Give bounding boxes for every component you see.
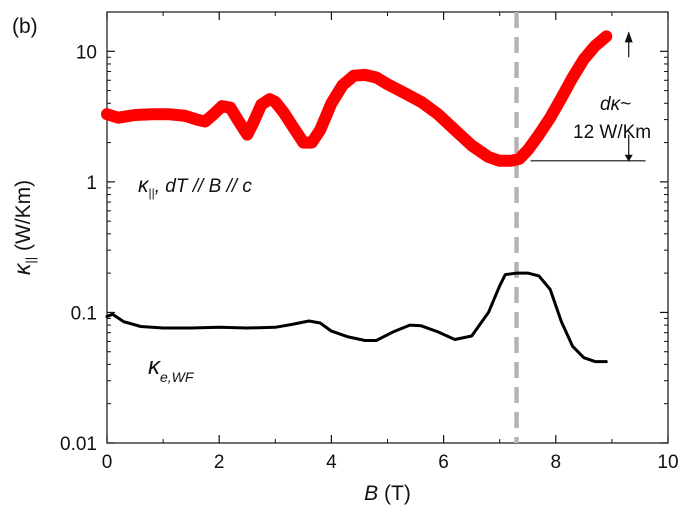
series-kappa-parallel-point [382, 78, 393, 90]
series-kappa-parallel-point [325, 97, 337, 109]
annotation-arrowhead-up [624, 31, 633, 43]
y-axis-title: κ|| (W/Km) [9, 180, 38, 275]
series-kappa-parallel-point [337, 79, 349, 91]
series-kappa-e-wf-line [105, 271, 608, 364]
series-kappa-parallel-point [370, 72, 382, 84]
x-tick-label: 0 [102, 452, 113, 473]
series-kappa-parallel-point [589, 40, 601, 52]
series-kappa-parallel-point [180, 110, 192, 122]
panel-label: (b) [12, 15, 38, 38]
series-kappa-parallel-point [101, 108, 113, 120]
series-kappa-parallel-point [146, 108, 158, 120]
series-kappa-parallel-point [432, 108, 444, 120]
x-tick-label: 4 [326, 452, 337, 473]
series-label-kappa-e-wf: κe,WF [148, 353, 195, 385]
y-tick-label: 10 [76, 42, 97, 63]
series-kappa-parallel-point [208, 108, 220, 120]
series-kappa-parallel-point [241, 129, 253, 141]
series-kappa-parallel-point [306, 137, 318, 149]
series-kappa-parallel-point [494, 155, 506, 167]
series-kappa-parallel-point [314, 124, 326, 136]
series-kappa-parallel-point [129, 109, 141, 121]
series-kappa-parallel-point [578, 53, 590, 65]
x-axis-title: B (T) [364, 482, 411, 505]
x-tick-label: 10 [657, 452, 678, 473]
x-tick-label: 6 [438, 452, 449, 473]
series-kappa-parallel-point [163, 108, 175, 120]
series-kappa-parallel-point [286, 120, 298, 132]
series-kappa-parallel-point [415, 96, 427, 108]
annotation-dkappa-value: 12 W/Km [573, 122, 651, 143]
series-kappa-parallel-point [297, 137, 309, 149]
series-kappa-parallel-point [567, 72, 579, 84]
series-kappa-parallel-point [269, 96, 281, 108]
annotation-arrowhead-down [624, 154, 633, 162]
series-kappa-parallel-point [255, 99, 267, 111]
series-kappa-parallel-point [199, 115, 211, 127]
axis-ticks: 0 2 4 6 8 10 0.01 0.1 1 10 [60, 11, 679, 473]
x-tick-label: 2 [214, 452, 225, 473]
series-kappa-parallel-point [522, 144, 534, 156]
series-kappa-parallel-point [600, 30, 612, 42]
series-label-kappa-parallel: κ||, dT // B // c [138, 174, 252, 200]
series-kappa-parallel-point [544, 112, 556, 124]
series-kappa-parallel-point [112, 112, 124, 124]
chart-labels: B (T) κ|| (W/Km) κ||, dT // B // c κe,WF dκ~… [9, 94, 651, 505]
series-kappa-parallel-point [505, 155, 517, 167]
y-tick-label: 1 [86, 173, 97, 194]
series-kappa-parallel-point [233, 115, 245, 127]
series-kappa-parallel-line [101, 30, 613, 167]
series-kappa-parallel-point [191, 114, 203, 126]
series-kappa-parallel-point [449, 124, 461, 136]
series-kappa-parallel-point [216, 100, 228, 112]
series-kappa-parallel-point [348, 70, 360, 82]
series-kappa-parallel-point [398, 87, 410, 99]
annotation-dkappa-label: dκ~ [600, 94, 631, 115]
series-kappa-parallel-point [513, 153, 525, 165]
series-kappa-parallel-point [359, 69, 371, 81]
series-kappa-parallel-point [224, 102, 236, 114]
y-tick-label: 0.1 [71, 303, 97, 324]
series-kappa-parallel-point [278, 106, 290, 118]
y-tick-label: 0.01 [60, 434, 97, 455]
series-kappa-parallel-point [466, 139, 478, 151]
series-kappa-parallel-point [247, 117, 259, 129]
series-kappa-parallel-point [482, 151, 494, 163]
series-layer [101, 12, 646, 443]
series-kappa-parallel-point [533, 129, 545, 141]
series-kappa-parallel-point [555, 92, 567, 104]
x-tick-label: 8 [551, 452, 562, 473]
